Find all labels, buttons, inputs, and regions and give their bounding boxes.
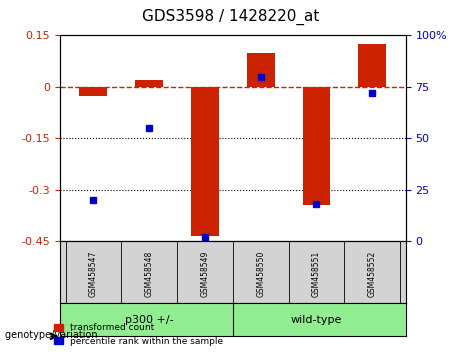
Text: GSM458548: GSM458548 (145, 251, 154, 297)
Text: GDS3598 / 1428220_at: GDS3598 / 1428220_at (142, 8, 319, 25)
Text: genotype/variation: genotype/variation (5, 330, 100, 339)
Text: GSM458551: GSM458551 (312, 251, 321, 297)
Bar (247, 53, 275, 87)
Bar (302, 87, 331, 205)
Text: GSM458550: GSM458550 (256, 251, 265, 297)
Text: GSM458549: GSM458549 (201, 251, 209, 297)
Text: GSM458547: GSM458547 (89, 251, 98, 297)
Text: wild-type: wild-type (291, 315, 342, 325)
Bar (79, 87, 107, 96)
Bar (358, 44, 386, 87)
Bar (135, 80, 163, 87)
Text: p300 +/-: p300 +/- (125, 315, 173, 325)
Legend: transformed count, percentile rank within the sample: transformed count, percentile rank withi… (51, 320, 227, 349)
Text: GSM458552: GSM458552 (368, 251, 377, 297)
Bar (191, 87, 219, 236)
